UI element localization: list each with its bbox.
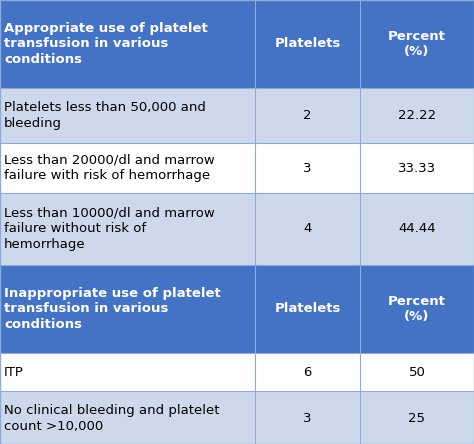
Bar (255, 88, 360, 143)
Bar (360, 0, 474, 88)
Text: 22.22: 22.22 (398, 109, 436, 122)
Text: 44.44: 44.44 (398, 222, 436, 235)
Text: 50: 50 (409, 365, 426, 378)
Bar (360, 88, 474, 143)
Bar (360, 143, 474, 193)
Bar (255, 0, 360, 88)
Text: Platelets: Platelets (274, 302, 341, 316)
Text: Less than 10000/dl and marrow
failure without risk of
hemorrhage: Less than 10000/dl and marrow failure wi… (4, 207, 215, 251)
Bar (0, 391, 255, 444)
Text: 25: 25 (409, 412, 426, 425)
Text: Platelets less than 50,000 and
bleeding: Platelets less than 50,000 and bleeding (4, 101, 206, 130)
Text: 2: 2 (303, 109, 312, 122)
Bar (360, 391, 474, 444)
Text: Less than 20000/dl and marrow
failure with risk of hemorrhage: Less than 20000/dl and marrow failure wi… (4, 154, 215, 182)
Bar (0, 265, 255, 353)
Bar (0, 143, 255, 193)
Bar (255, 353, 360, 391)
Bar (255, 265, 360, 353)
Text: Percent
(%): Percent (%) (388, 295, 446, 323)
Bar (0, 0, 255, 88)
Text: Appropriate use of platelet
transfusion in various
conditions: Appropriate use of platelet transfusion … (4, 22, 208, 66)
Text: 3: 3 (303, 162, 312, 174)
Bar (255, 391, 360, 444)
Text: ITP: ITP (4, 365, 24, 378)
Text: Platelets: Platelets (274, 37, 341, 51)
Bar (255, 193, 360, 265)
Bar (0, 88, 255, 143)
Text: 6: 6 (303, 365, 312, 378)
Text: Inappropriate use of platelet
transfusion in various
conditions: Inappropriate use of platelet transfusio… (4, 287, 221, 331)
Text: 33.33: 33.33 (398, 162, 436, 174)
Bar (360, 193, 474, 265)
Bar (255, 143, 360, 193)
Bar (0, 193, 255, 265)
Text: No clinical bleeding and platelet
count >10,000: No clinical bleeding and platelet count … (4, 404, 219, 433)
Text: 3: 3 (303, 412, 312, 425)
Text: 4: 4 (303, 222, 312, 235)
Bar (0, 353, 255, 391)
Bar (360, 265, 474, 353)
Text: Percent
(%): Percent (%) (388, 30, 446, 58)
Bar (360, 353, 474, 391)
